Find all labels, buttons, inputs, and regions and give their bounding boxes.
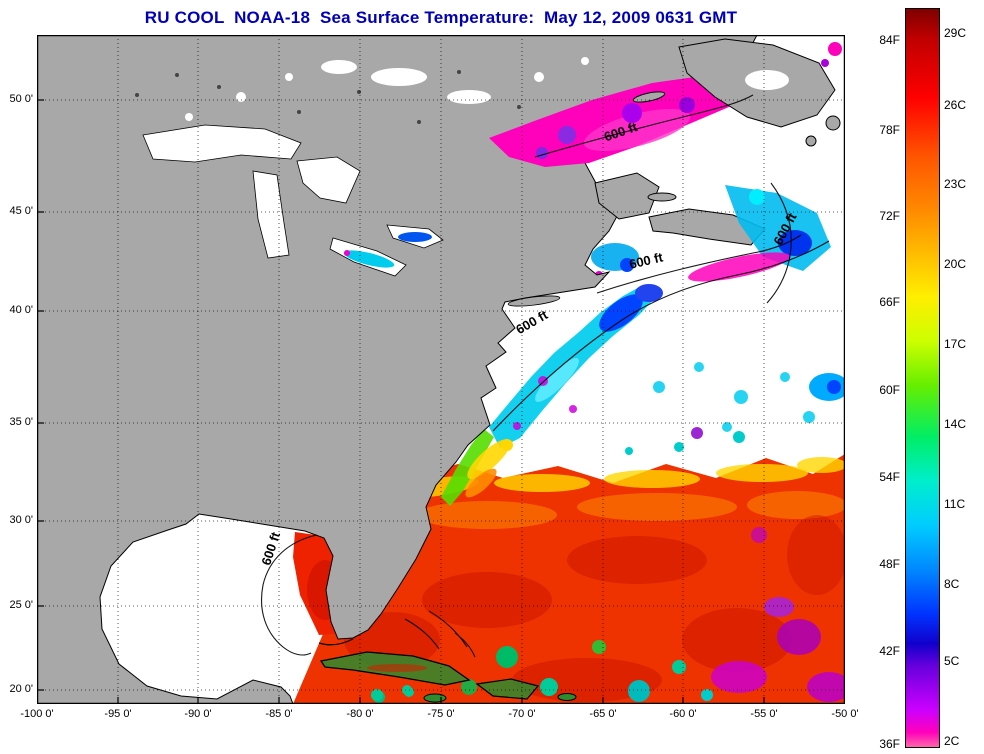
new-brunswick <box>594 172 660 220</box>
x-tick-label: -100 0' <box>20 708 54 720</box>
celsius-label: 23C <box>944 177 967 191</box>
axis-border <box>36 34 846 705</box>
celsius-label: 17C <box>944 337 967 351</box>
bathymetry-contours <box>260 94 830 656</box>
x-tick-label: -60 0' <box>669 708 697 720</box>
y-tick-label: 45 0' <box>9 205 33 217</box>
gridlines <box>37 35 845 704</box>
lake-superior <box>142 124 302 163</box>
florida-keys <box>318 638 354 646</box>
x-tick-label: -55 0' <box>750 708 778 720</box>
celsius-label: 20C <box>944 257 967 271</box>
celsius-label: 8C <box>944 577 960 591</box>
y-tick-label: 20 0' <box>9 683 33 695</box>
bahamas-contour <box>454 632 476 658</box>
puerto-rico <box>557 693 577 701</box>
maritimes-land <box>594 38 841 246</box>
plot-area: 600 ft 600 ft 600 ft 600 ft 600 ft <box>36 34 851 705</box>
warm-water-region <box>293 431 851 704</box>
fahrenheit-label: 54F <box>879 470 900 484</box>
y-tick-label: 50 0' <box>9 93 33 105</box>
x-tick-label: -80 0' <box>346 708 374 720</box>
x-tick-label: -65 0' <box>589 708 617 720</box>
celsius-label: 2C <box>944 734 960 748</box>
fahrenheit-label: 42F <box>879 644 900 658</box>
lake-huron <box>296 156 361 204</box>
celsius-label: 26C <box>944 98 967 112</box>
y-tick-label: 40 0' <box>9 304 33 316</box>
celsius-label: 29C <box>944 26 967 40</box>
lake-michigan <box>252 170 290 259</box>
nova-scotia <box>648 208 766 246</box>
y-tick-label: 30 0' <box>9 514 33 526</box>
x-tick-label: -50 0' <box>831 708 859 720</box>
y-tick-label: 35 0' <box>9 416 33 428</box>
gulf-st-lawrence-water <box>489 42 842 167</box>
cold-coastal-water <box>441 243 849 506</box>
x-tick-label: -75 0' <box>427 708 455 720</box>
temperature-colorbar <box>905 8 940 748</box>
mainland <box>36 34 758 705</box>
bahamas-contour <box>428 610 468 648</box>
fahrenheit-label: 78F <box>879 123 900 137</box>
hispaniola <box>475 678 540 700</box>
celsius-label: 14C <box>944 417 967 431</box>
long-island <box>507 295 561 307</box>
x-tick-label: -70 0' <box>508 708 536 720</box>
prince-edward-island <box>647 192 677 202</box>
sst-map: 600 ft 600 ft 600 ft 600 ft 600 ft <box>36 34 851 705</box>
celsius-label: 5C <box>944 654 960 668</box>
y-tick-label: 25 0' <box>9 599 33 611</box>
x-tick-label: -85 0' <box>265 708 293 720</box>
celsius-label: 11C <box>944 497 966 511</box>
nova-scotia-offshore-water <box>688 185 831 282</box>
land <box>36 34 758 705</box>
bahamas-contour <box>404 618 440 650</box>
fahrenheit-label: 60F <box>879 383 900 397</box>
x-tick-label: -95 0' <box>104 708 132 720</box>
fahrenheit-label: 48F <box>879 557 900 571</box>
fahrenheit-label: 72F <box>879 209 900 223</box>
figure-title: RU COOL NOAA-18 Sea Surface Temperature:… <box>144 8 738 27</box>
fahrenheit-label: 36F <box>879 737 900 751</box>
jamaica <box>423 693 447 703</box>
x-tick-label: -90 0' <box>184 708 212 720</box>
fahrenheit-label: 84F <box>879 33 900 47</box>
great-lakes <box>142 124 444 277</box>
fahrenheit-label: 66F <box>879 295 900 309</box>
